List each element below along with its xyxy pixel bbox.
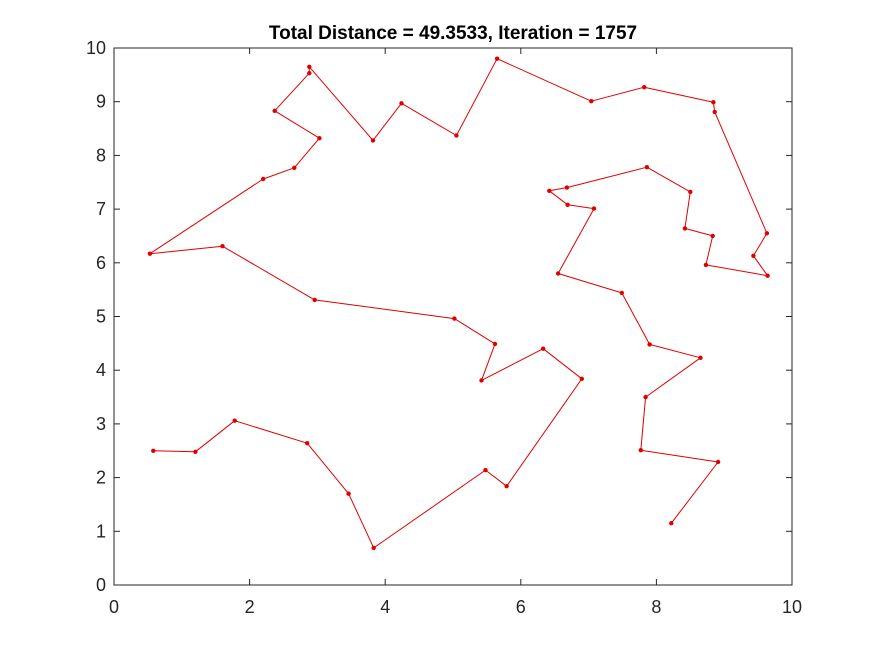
y-tick-label: 0 — [96, 575, 106, 595]
plot-area — [147, 56, 770, 551]
city-point — [541, 346, 546, 351]
x-tick-label: 4 — [380, 597, 390, 617]
city-point — [220, 244, 225, 249]
city-point — [712, 109, 717, 115]
x-tick-label: 2 — [245, 597, 255, 617]
city-point — [682, 226, 688, 231]
city-point — [305, 441, 310, 446]
city-point — [642, 85, 647, 90]
city-point — [579, 376, 584, 381]
city-point — [452, 316, 457, 321]
city-point — [147, 251, 153, 256]
y-tick-label: 8 — [96, 145, 106, 165]
city-point — [751, 253, 756, 258]
city-point — [317, 136, 322, 141]
city-point — [688, 189, 693, 195]
city-point — [669, 521, 674, 526]
y-tick-label: 5 — [96, 307, 106, 327]
y-tick-label: 9 — [96, 92, 106, 112]
route-line — [149, 58, 769, 549]
y-tick-label: 4 — [96, 360, 106, 380]
x-tick-label: 10 — [782, 597, 802, 617]
city-point — [710, 233, 715, 239]
city-point — [638, 448, 643, 453]
city-point — [591, 206, 597, 211]
city-point — [647, 342, 652, 347]
y-tick-label: 2 — [96, 468, 106, 488]
city-point — [307, 71, 312, 76]
city-point — [504, 484, 509, 489]
city-point — [399, 101, 404, 106]
city-point — [292, 165, 297, 170]
city-point — [370, 138, 376, 143]
city-point — [272, 108, 277, 114]
city-point — [151, 448, 156, 453]
y-tick-label: 10 — [86, 38, 106, 58]
x-tick-label: 6 — [516, 597, 526, 617]
city-point — [312, 297, 317, 303]
city-point — [547, 188, 552, 193]
y-tick-label: 1 — [96, 521, 106, 541]
city-point — [307, 64, 312, 70]
city-point — [454, 133, 459, 138]
city-point — [565, 202, 570, 207]
x-tick-label: 0 — [109, 597, 119, 617]
city-point — [765, 273, 770, 278]
y-tick-label: 6 — [96, 253, 106, 273]
x-tick-label: 8 — [651, 597, 661, 617]
y-tick-label: 7 — [96, 199, 106, 219]
city-point — [698, 355, 703, 360]
city-point — [764, 231, 770, 236]
city-point — [371, 545, 376, 551]
city-point — [346, 491, 351, 496]
axes: 0 2 4 6 8 10 0 1 2 3 4 5 6 7 8 9 10 — [86, 38, 802, 617]
chart-title: Total Distance = 49.3533, Iteration = 17… — [269, 23, 637, 44]
city-point — [261, 176, 266, 182]
city-point — [589, 99, 594, 104]
city-point — [703, 262, 709, 268]
city-point — [644, 165, 650, 170]
city-point — [479, 378, 484, 383]
city-point — [492, 341, 498, 347]
city-point — [232, 418, 237, 423]
city-point — [494, 56, 500, 61]
city-point — [711, 100, 716, 105]
city-point — [619, 290, 624, 296]
city-point — [555, 271, 561, 276]
city-point — [193, 449, 198, 454]
city-point — [643, 394, 648, 400]
city-point — [483, 467, 488, 473]
y-tick-label: 3 — [96, 414, 106, 434]
city-point — [564, 185, 570, 190]
city-point — [715, 459, 721, 465]
